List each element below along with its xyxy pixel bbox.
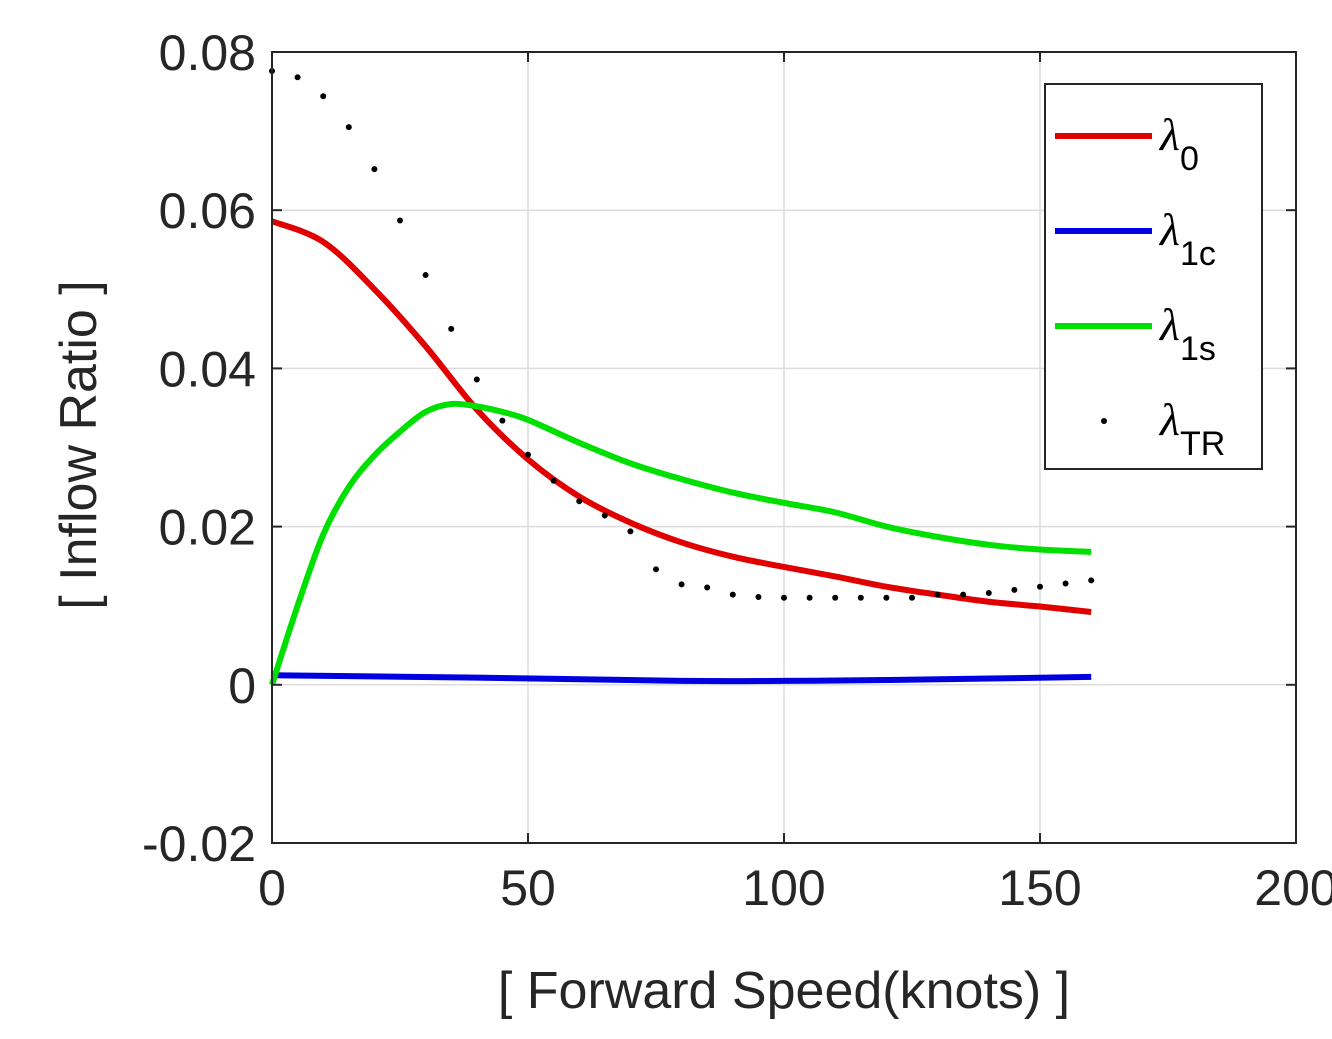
series-tr-point bbox=[576, 498, 583, 505]
series-tr-point bbox=[1088, 577, 1095, 584]
series-tr-point bbox=[422, 272, 429, 279]
series-tr-point bbox=[653, 566, 659, 573]
series-tr-point bbox=[704, 584, 711, 591]
y-tick-label: 0.08 bbox=[159, 25, 256, 81]
x-axis-label: [ Forward Speed(knots) ] bbox=[498, 962, 1070, 1020]
legend-entry-tr-marker bbox=[1101, 418, 1107, 424]
series-tr-point bbox=[525, 451, 531, 458]
series-tr-point bbox=[985, 590, 992, 597]
legend-box bbox=[1044, 83, 1263, 470]
series-tr-point bbox=[857, 594, 864, 601]
series-group bbox=[269, 67, 1095, 686]
series-tr-point bbox=[448, 325, 455, 332]
series-tr-point bbox=[755, 593, 762, 600]
series-tr-point bbox=[601, 512, 608, 519]
series-tr-point bbox=[832, 594, 839, 601]
series-tr-point bbox=[806, 594, 813, 601]
series-tr-point bbox=[1011, 586, 1018, 593]
series-0-line bbox=[270, 218, 1092, 616]
y-tick-label: 0 bbox=[228, 658, 256, 714]
y-tick-label: 0.02 bbox=[159, 500, 256, 556]
series-tr-point bbox=[883, 594, 890, 601]
legend-entry-1s-subscript: 1s bbox=[1180, 330, 1216, 368]
legend-entry-1c-subscript: 1c bbox=[1180, 235, 1216, 273]
series-tr-point bbox=[909, 594, 915, 601]
series-tr-point bbox=[1037, 583, 1043, 590]
series-1s-line bbox=[269, 400, 1092, 686]
series-tr-point bbox=[729, 591, 736, 598]
legend-entry-tr-subscript: TR bbox=[1180, 425, 1225, 463]
y-tick-label: 0.06 bbox=[159, 183, 256, 239]
series-tr-point bbox=[627, 528, 634, 535]
series-tr-point bbox=[294, 74, 301, 81]
series-1c-line bbox=[271, 672, 1092, 685]
series-tr-point bbox=[371, 166, 378, 173]
series-tr-point bbox=[960, 591, 967, 598]
series-tr-point bbox=[473, 376, 480, 383]
y-axis-label: [ Inflow Ratio ] bbox=[50, 280, 108, 609]
x-tick-label: 100 bbox=[742, 860, 825, 916]
series-tr-point bbox=[550, 477, 557, 484]
y-tick-label: 0.04 bbox=[159, 341, 256, 397]
legend-entry-0-subscript: 0 bbox=[1180, 140, 1199, 178]
series-tr-point bbox=[781, 594, 787, 601]
x-tick-label: 0 bbox=[258, 860, 286, 916]
series-tr-point bbox=[397, 217, 403, 224]
series-tr-point bbox=[499, 417, 506, 424]
y-tick-label: -0.02 bbox=[142, 816, 256, 872]
series-tr-point bbox=[934, 591, 941, 598]
series-tr-point bbox=[320, 93, 327, 100]
series-tr-point bbox=[1062, 580, 1069, 587]
series-tr-point bbox=[345, 124, 352, 131]
x-tick-label: 50 bbox=[500, 860, 556, 916]
x-tick-label: 200 bbox=[1254, 860, 1332, 916]
x-tick-label: 150 bbox=[998, 860, 1081, 916]
series-tr-point bbox=[678, 581, 685, 588]
